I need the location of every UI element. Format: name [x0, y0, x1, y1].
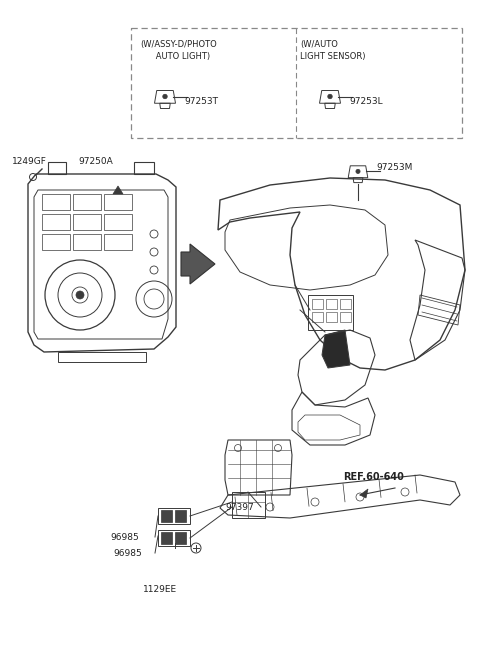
Text: (W/ASSY-D/PHOTO: (W/ASSY-D/PHOTO [140, 39, 217, 48]
Bar [73, 234, 101, 250]
Bar [340, 312, 351, 322]
Bar [104, 214, 132, 230]
Bar [42, 214, 70, 230]
Bar [104, 194, 132, 210]
Text: 97250A: 97250A [78, 157, 113, 166]
Text: 1129EE: 1129EE [143, 586, 177, 595]
Bar [175, 532, 186, 544]
Bar [175, 510, 186, 522]
Bar [312, 312, 323, 322]
Circle shape [163, 94, 167, 99]
Bar [340, 299, 351, 309]
Bar [73, 214, 101, 230]
Text: 96985: 96985 [110, 533, 139, 542]
Text: 97397: 97397 [225, 502, 254, 512]
Text: 96985: 96985 [113, 548, 142, 557]
Bar [42, 194, 70, 210]
Text: 1249GF: 1249GF [12, 157, 47, 166]
Bar [161, 510, 172, 522]
Bar [104, 234, 132, 250]
Polygon shape [322, 330, 350, 368]
Bar [308, 295, 353, 330]
Bar [326, 299, 337, 309]
Text: (W/AUTO: (W/AUTO [300, 39, 338, 48]
Polygon shape [181, 244, 215, 284]
Text: 97253L: 97253L [349, 98, 383, 107]
Bar [73, 194, 101, 210]
Bar [312, 299, 323, 309]
Circle shape [76, 291, 84, 299]
Text: LIGHT SENSOR): LIGHT SENSOR) [300, 52, 365, 60]
Text: 97253M: 97253M [376, 164, 412, 172]
Bar [326, 312, 337, 322]
Circle shape [328, 94, 332, 99]
Text: REF.60-640: REF.60-640 [343, 472, 404, 482]
Bar [131, 28, 462, 138]
Bar [158, 508, 190, 524]
Polygon shape [113, 186, 123, 194]
Bar [161, 532, 172, 544]
Text: AUTO LIGHT): AUTO LIGHT) [140, 52, 210, 60]
Polygon shape [360, 489, 368, 498]
Bar [158, 530, 190, 546]
Bar [42, 234, 70, 250]
Text: 97253T: 97253T [184, 98, 218, 107]
Circle shape [356, 169, 360, 174]
